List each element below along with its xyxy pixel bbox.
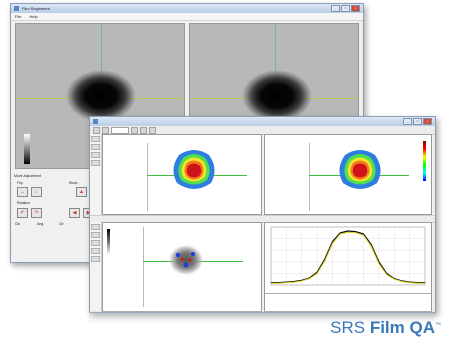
sidebar-tool[interactable] (91, 248, 100, 254)
back-window-title: Film Registered (22, 6, 51, 11)
sidebar-tool[interactable] (91, 240, 100, 246)
rotation-label: Rotation (17, 201, 31, 205)
sidebar-tool[interactable] (91, 152, 100, 158)
field-label-2: Ang (37, 222, 44, 226)
move-adjustment-label: Move Adjustment (14, 174, 41, 178)
sidebar-tool[interactable] (91, 136, 100, 142)
back-title-bar[interactable]: Film Registered _ □ x (11, 4, 363, 13)
move-left-button[interactable]: ◀ (69, 208, 80, 218)
move-up-button[interactable]: ▲ (76, 187, 87, 197)
rotate-cw-button[interactable]: ↷ (31, 208, 42, 218)
main-toolbar (90, 126, 435, 135)
brand-trademark: ™ (435, 322, 441, 329)
back-menu-bar: File Help (11, 13, 363, 21)
field-label-1: Clk (15, 222, 21, 226)
open-icon[interactable] (93, 126, 100, 134)
move-label: Move (69, 181, 78, 185)
sidebar-tool[interactable] (91, 160, 100, 166)
close-button[interactable]: x (351, 5, 360, 12)
sidebar-tool[interactable] (91, 224, 100, 230)
chart-grid (271, 227, 425, 285)
gamma-fail-points (175, 252, 195, 268)
menu-help[interactable]: Help (29, 14, 38, 19)
dose-contour-left (173, 150, 215, 189)
flip-label: Flip (17, 181, 23, 185)
gamma-region (169, 245, 203, 275)
sidebar-tool[interactable] (91, 232, 100, 238)
brand-product: Film QA (369, 318, 435, 337)
dose-colorbar (423, 141, 426, 181)
chart-series (271, 230, 425, 284)
app-icon (93, 119, 98, 124)
profile-chart (270, 226, 426, 286)
maximize-button[interactable]: □ (341, 5, 350, 12)
analysis-window: _ □ x (89, 116, 436, 313)
dose-spot-right (242, 70, 312, 122)
maximize-button[interactable]: □ (413, 118, 422, 125)
grayscale-strip (24, 134, 30, 164)
mid-toolbar (90, 215, 435, 223)
window-reflection (89, 311, 434, 325)
flip-vertical-button[interactable]: ↕ (31, 187, 42, 197)
sidebar-tool[interactable] (91, 256, 100, 262)
pan-icon[interactable] (140, 126, 147, 134)
profile-chart-panel[interactable] (264, 222, 432, 312)
dose-contour-right (339, 150, 381, 189)
profile-series-line-1 (271, 230, 425, 284)
axis-line (147, 143, 148, 211)
menu-file[interactable]: File (15, 14, 22, 19)
axis-line (309, 143, 310, 211)
save-icon[interactable] (102, 126, 109, 134)
gamma-map[interactable] (102, 222, 262, 312)
dose-map-right[interactable] (264, 134, 432, 215)
brand-logo: SRS Film QA™ (330, 318, 441, 338)
view-select[interactable] (111, 126, 129, 134)
close-button[interactable]: x (423, 118, 432, 125)
flip-horizontal-button[interactable]: ↔ (17, 187, 28, 197)
stats-table (265, 293, 431, 311)
move-adjustment-panel: Move Adjustment Flip Move ↔ ↕ ▲ Rotation… (11, 171, 96, 261)
dose-map-left[interactable] (102, 134, 262, 215)
app-icon (14, 6, 19, 11)
ruler-icon[interactable] (149, 126, 156, 134)
bottom-sidebar (90, 222, 102, 312)
profile-series-line-2 (271, 231, 425, 284)
front-title-bar[interactable]: _ □ x (90, 117, 435, 126)
field-label-3: Ctr (59, 222, 64, 226)
axis-line (143, 227, 144, 307)
brand-prefix: SRS (330, 318, 366, 337)
gamma-scale (107, 229, 110, 255)
rotate-ccw-button[interactable]: ↶ (17, 208, 28, 218)
dose-spot-left (66, 70, 136, 122)
minimize-button[interactable]: _ (403, 118, 412, 125)
zoom-icon[interactable] (131, 126, 138, 134)
sidebar-tool[interactable] (91, 144, 100, 150)
minimize-button[interactable]: _ (331, 5, 340, 12)
top-sidebar (90, 134, 102, 215)
